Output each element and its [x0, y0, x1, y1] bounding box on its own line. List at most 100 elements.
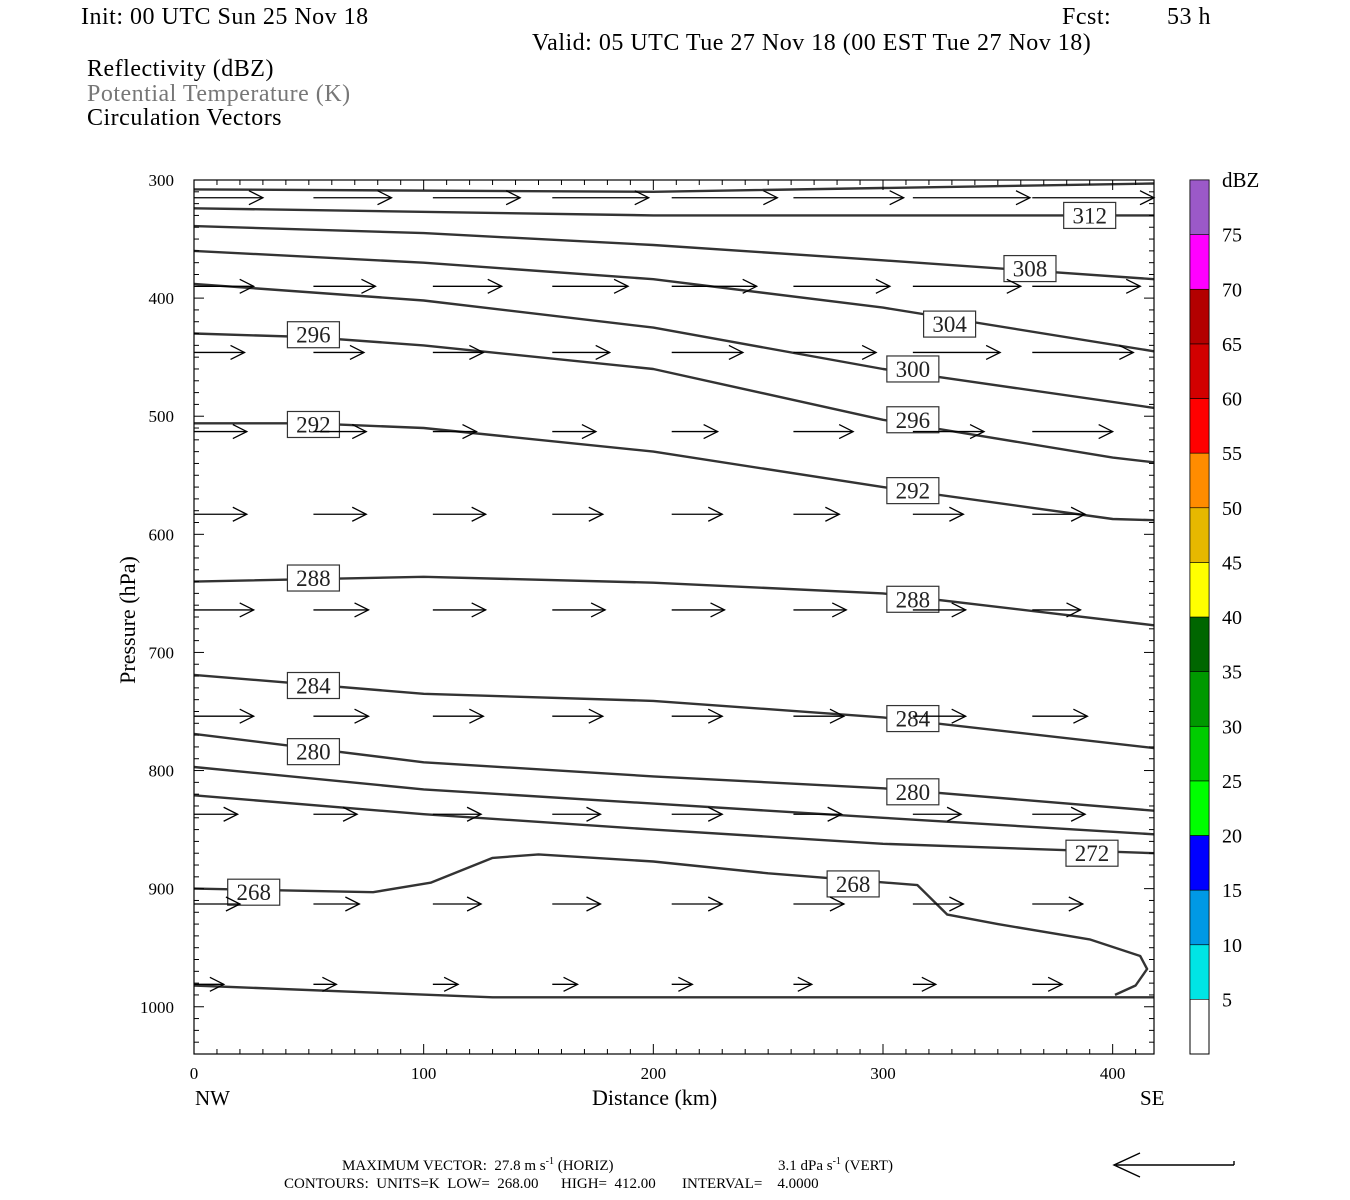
circulation-vector	[793, 278, 892, 294]
circulation-vector	[552, 278, 630, 294]
vector-head	[230, 344, 246, 361]
color-scale-segment	[1189, 725, 1210, 782]
vector-head	[466, 806, 483, 822]
circulation-vector	[313, 602, 370, 618]
circulation-vector	[313, 190, 393, 206]
color-scale-segment	[1189, 234, 1210, 290]
horiz-exponent: -1	[545, 1156, 554, 1167]
vector-head	[825, 506, 841, 522]
contour-label-text: 272	[1075, 841, 1110, 866]
vector-head	[728, 344, 745, 361]
circulation-vector	[1032, 278, 1142, 294]
vector-head	[471, 602, 488, 618]
vector-head	[239, 708, 256, 724]
circulation-vector	[313, 278, 377, 294]
vector-head	[354, 708, 370, 724]
vector-head	[239, 602, 256, 618]
circulation-vector	[313, 506, 368, 522]
circulation-vector	[432, 278, 504, 294]
y-tick-label: 800	[149, 762, 175, 781]
x-tick-label: 200	[641, 1064, 667, 1083]
contour-label-box	[286, 738, 341, 766]
circulation-vector	[194, 344, 246, 361]
circulation-vector	[313, 896, 361, 912]
vector-head	[377, 190, 393, 206]
vector-head	[949, 896, 965, 912]
vector-head	[349, 344, 366, 361]
contour-label-text: 292	[896, 479, 931, 504]
color-scale-label: 65	[1222, 334, 1242, 356]
vector-head	[595, 344, 612, 361]
circulation-vector	[552, 806, 602, 822]
circulation-vector	[552, 602, 607, 618]
circulation-vector	[1032, 708, 1089, 724]
x-tick-label: 300	[870, 1064, 896, 1083]
contour-label-box	[286, 410, 341, 439]
vector-head	[345, 896, 361, 912]
circulation-vector	[793, 602, 848, 618]
vector-head	[443, 976, 460, 992]
contour-label-box	[1065, 839, 1119, 867]
field-potential-temperature: Potential Temperature (K)	[87, 81, 351, 107]
circulation-vector	[912, 602, 968, 618]
vector-head	[889, 190, 906, 206]
circulation-vector	[1032, 423, 1115, 440]
circulation-vector	[671, 423, 720, 440]
contour-label-text: 280	[296, 740, 331, 765]
vector-head	[351, 423, 368, 440]
vector-head	[951, 602, 968, 618]
circulation-vector	[793, 896, 846, 912]
vector-head	[469, 708, 485, 724]
y-tick-label: 900	[149, 880, 175, 899]
contour-label-text: 288	[896, 587, 931, 612]
circulation-vector	[194, 708, 256, 724]
contour-label-box	[886, 406, 940, 434]
circulation-vector	[194, 602, 256, 618]
circulation-vector	[793, 344, 878, 361]
circulation-vector	[1032, 344, 1135, 361]
contour-info: CONTOURS: UNITS=K LOW= 268.00 HIGH= 412.…	[284, 1176, 819, 1192]
color-scale-segment	[1189, 398, 1210, 454]
circulation-vector	[552, 423, 598, 440]
theta-contour-unlabeled	[193, 984, 1154, 999]
circulation-vector	[313, 708, 370, 724]
circulation-vector	[671, 976, 694, 992]
circulation-vector	[793, 708, 846, 724]
init-time: Init: 00 UTC Sun 25 Nov 18	[81, 4, 369, 30]
circulation-vector	[912, 708, 968, 724]
contour-label-box	[886, 704, 940, 733]
vector-head	[223, 806, 240, 822]
horiz-label: (HORIZ)	[553, 1158, 614, 1174]
circulation-vector	[671, 506, 724, 522]
vector-head	[1066, 602, 1082, 618]
vector-head	[209, 976, 226, 992]
vector-head	[1006, 278, 1023, 294]
plot-frame	[193, 179, 1155, 1055]
circulation-vector	[1032, 976, 1064, 992]
contour-label-text: 268	[836, 872, 871, 897]
contour-label-text: 296	[296, 323, 331, 348]
color-scale-label: 50	[1222, 498, 1242, 520]
contour-label-box	[886, 477, 940, 505]
circulation-vector	[432, 423, 478, 440]
vector-head	[951, 708, 968, 724]
contour-label-text: 284	[896, 707, 931, 732]
theta-contour-280	[193, 765, 1155, 836]
vector-head	[590, 602, 607, 618]
circulation-vector	[671, 344, 745, 361]
vector-head	[875, 278, 892, 294]
vector-head	[588, 506, 605, 522]
circulation-vector	[194, 806, 240, 822]
circulation-vector	[432, 806, 483, 822]
max-vector-vert: 3.1 dPa s-1 (VERT)	[778, 1157, 893, 1174]
forecast-label: Fcst:	[1062, 4, 1112, 30]
circulation-vector	[1032, 806, 1087, 822]
vector-head	[707, 506, 724, 522]
vector-head	[354, 602, 370, 618]
contour-label-box	[286, 321, 341, 349]
circulation-vector	[793, 506, 841, 522]
vector-head	[1047, 976, 1064, 992]
vector-head	[563, 976, 579, 992]
vector-head	[462, 423, 478, 440]
color-scale-label: 60	[1222, 389, 1242, 411]
